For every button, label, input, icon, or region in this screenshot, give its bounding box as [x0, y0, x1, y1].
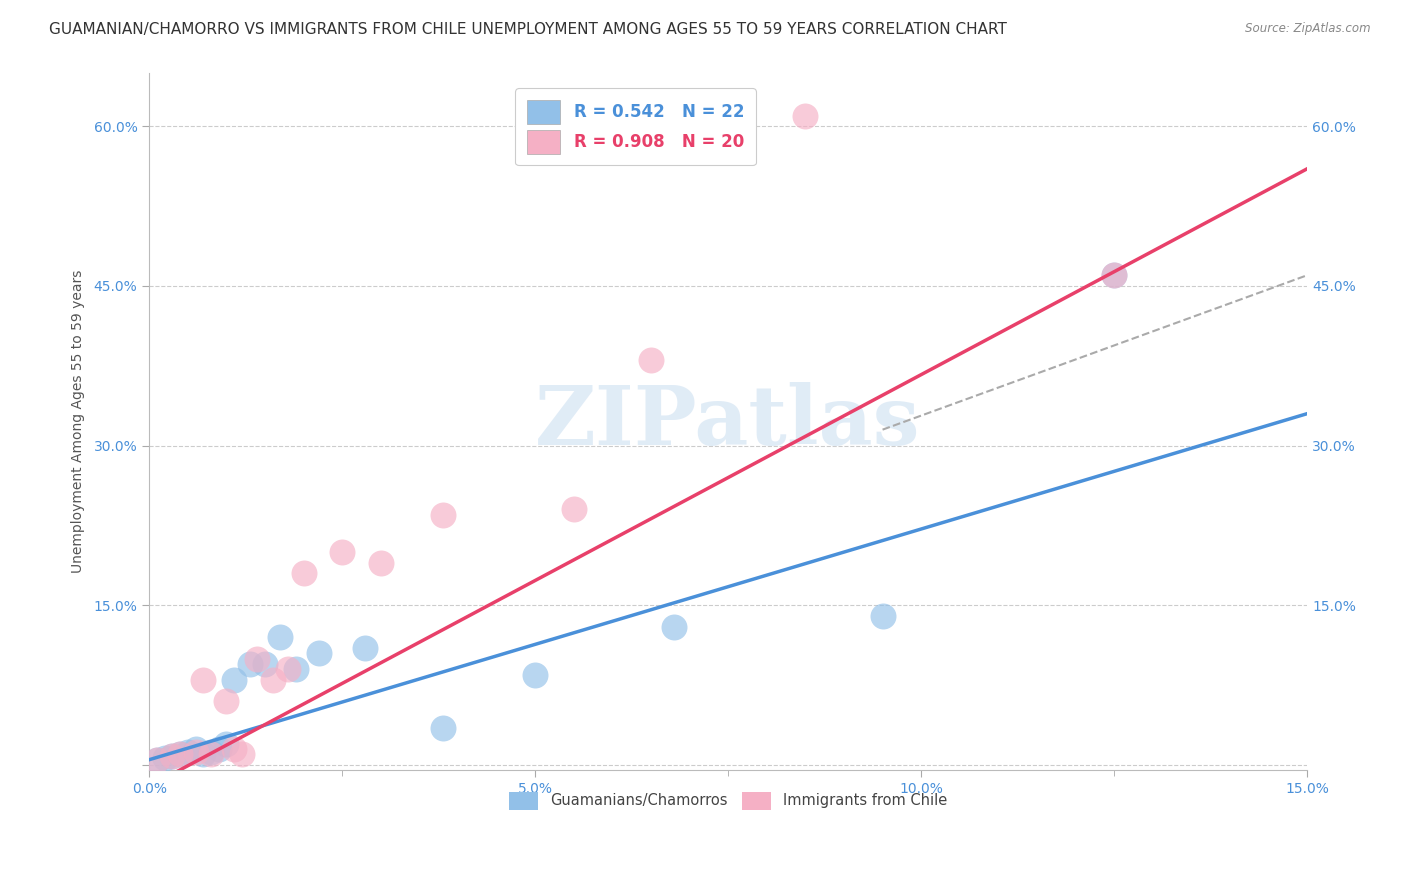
Point — [169, 747, 191, 762]
Point — [1102, 268, 1125, 283]
Point — [662, 619, 685, 633]
Point — [177, 745, 200, 759]
Point — [224, 673, 246, 687]
Point — [193, 673, 215, 687]
Point — [640, 353, 662, 368]
Point — [872, 609, 894, 624]
Point — [193, 747, 215, 762]
Point — [284, 662, 307, 676]
Point — [146, 753, 169, 767]
Point — [215, 694, 238, 708]
Point — [432, 721, 454, 735]
Point — [262, 673, 284, 687]
Point — [184, 742, 207, 756]
Point — [254, 657, 277, 671]
Point — [562, 502, 585, 516]
Point — [208, 742, 231, 756]
Point — [169, 747, 191, 762]
Legend: Guamanians/Chamorros, Immigrants from Chile: Guamanians/Chamorros, Immigrants from Ch… — [503, 786, 953, 815]
Point — [246, 651, 269, 665]
Point — [330, 545, 353, 559]
Point — [239, 657, 262, 671]
Point — [231, 747, 253, 762]
Text: GUAMANIAN/CHAMORRO VS IMMIGRANTS FROM CHILE UNEMPLOYMENT AMONG AGES 55 TO 59 YEA: GUAMANIAN/CHAMORRO VS IMMIGRANTS FROM CH… — [49, 22, 1007, 37]
Point — [215, 737, 238, 751]
Point — [200, 745, 222, 759]
Point — [292, 566, 315, 581]
Point — [1102, 268, 1125, 283]
Point — [224, 742, 246, 756]
Text: Source: ZipAtlas.com: Source: ZipAtlas.com — [1246, 22, 1371, 36]
Y-axis label: Unemployment Among Ages 55 to 59 years: Unemployment Among Ages 55 to 59 years — [72, 270, 86, 574]
Point — [146, 753, 169, 767]
Point — [200, 747, 222, 762]
Point — [432, 508, 454, 522]
Point — [370, 556, 392, 570]
Point — [162, 749, 184, 764]
Point — [162, 749, 184, 764]
Point — [269, 630, 291, 644]
Point — [184, 745, 207, 759]
Point — [277, 662, 299, 676]
Point — [794, 109, 817, 123]
Point — [308, 646, 330, 660]
Point — [524, 667, 547, 681]
Point — [153, 750, 176, 764]
Text: ZIPatlas: ZIPatlas — [536, 382, 921, 462]
Point — [354, 640, 377, 655]
